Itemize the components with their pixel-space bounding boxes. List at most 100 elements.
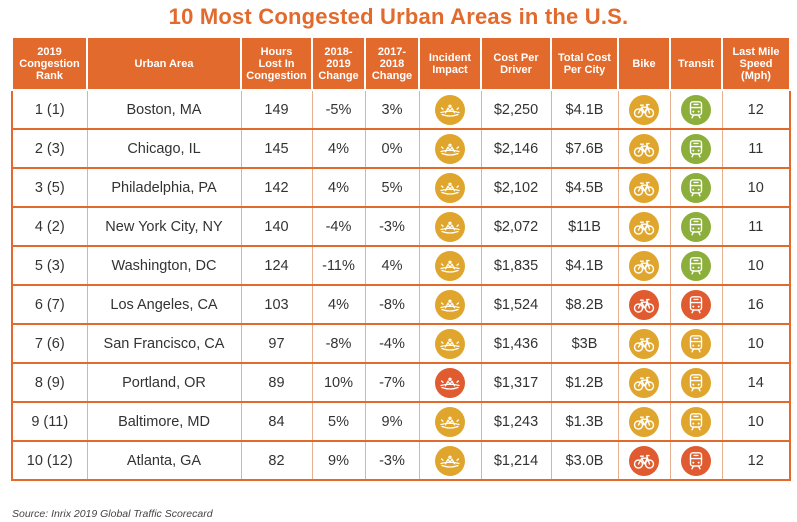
table-row: 10 (12) Atlanta, GA 82 9% -3% $1,214 $3.0B 12 bbox=[11, 440, 791, 481]
c1718-cell: -3% bbox=[364, 206, 420, 247]
transit-icon bbox=[681, 94, 711, 125]
hours-cell: 145 bbox=[240, 128, 313, 169]
total-cell: $3B bbox=[550, 323, 619, 364]
area-cell: San Francisco, CA bbox=[86, 323, 242, 364]
bike-cell bbox=[617, 245, 671, 286]
col-header-cost: Cost Per Driver bbox=[480, 36, 552, 91]
incident-icon bbox=[435, 445, 465, 476]
c1819-cell: 4% bbox=[311, 128, 366, 169]
col-header-change-1819: 2018- 2019 Change bbox=[311, 36, 366, 91]
transit-cell bbox=[669, 206, 723, 247]
cost-cell: $1,317 bbox=[480, 362, 552, 403]
hours-cell: 89 bbox=[240, 362, 313, 403]
area-cell: Atlanta, GA bbox=[86, 440, 242, 481]
total-cell: $4.5B bbox=[550, 167, 619, 208]
incident-icon bbox=[435, 289, 465, 320]
total-cell: $7.6B bbox=[550, 128, 619, 169]
transit-icon bbox=[681, 445, 711, 476]
speed-cell: 16 bbox=[721, 284, 791, 325]
incident-icon bbox=[435, 94, 465, 125]
c1718-cell: 4% bbox=[364, 245, 420, 286]
c1718-cell: -8% bbox=[364, 284, 420, 325]
rank-cell: 10 (12) bbox=[11, 440, 88, 481]
area-cell: Philadelphia, PA bbox=[86, 167, 242, 208]
c1718-cell: 9% bbox=[364, 401, 420, 442]
source-note: Source: Inrix 2019 Global Traffic Scorec… bbox=[12, 508, 213, 520]
bike-cell bbox=[617, 284, 671, 325]
cost-cell: $2,146 bbox=[480, 128, 552, 169]
transit-cell bbox=[669, 167, 723, 208]
col-header-incident: Incident Impact bbox=[418, 36, 482, 91]
cost-cell: $1,214 bbox=[480, 440, 552, 481]
hours-cell: 149 bbox=[240, 89, 313, 130]
hours-cell: 140 bbox=[240, 206, 313, 247]
area-cell: Chicago, IL bbox=[86, 128, 242, 169]
cost-cell: $1,243 bbox=[480, 401, 552, 442]
transit-icon bbox=[681, 250, 711, 281]
transit-icon bbox=[681, 172, 711, 203]
transit-icon bbox=[681, 406, 711, 437]
col-header-area: Urban Area bbox=[86, 36, 242, 91]
hours-cell: 84 bbox=[240, 401, 313, 442]
cost-cell: $1,835 bbox=[480, 245, 552, 286]
incident-cell bbox=[418, 323, 482, 364]
incident-cell bbox=[418, 401, 482, 442]
col-header-rank: 2019 Congestion Rank bbox=[11, 36, 88, 91]
transit-icon bbox=[681, 328, 711, 359]
incident-icon bbox=[435, 250, 465, 281]
transit-cell bbox=[669, 323, 723, 364]
speed-cell: 10 bbox=[721, 323, 791, 364]
rank-cell: 4 (2) bbox=[11, 206, 88, 247]
transit-icon bbox=[681, 211, 711, 242]
cost-cell: $1,524 bbox=[480, 284, 552, 325]
transit-cell bbox=[669, 401, 723, 442]
incident-cell bbox=[418, 440, 482, 481]
chart-title: 10 Most Congested Urban Areas in the U.S… bbox=[168, 4, 629, 29]
c1819-cell: 5% bbox=[311, 401, 366, 442]
total-cell: $4.1B bbox=[550, 89, 619, 130]
total-cell: $3.0B bbox=[550, 440, 619, 481]
incident-icon bbox=[435, 133, 465, 164]
bike-cell bbox=[617, 167, 671, 208]
area-cell: New York City, NY bbox=[86, 206, 242, 247]
transit-cell bbox=[669, 89, 723, 130]
transit-cell bbox=[669, 128, 723, 169]
rank-cell: 7 (6) bbox=[11, 323, 88, 364]
speed-cell: 12 bbox=[721, 89, 791, 130]
speed-cell: 14 bbox=[721, 362, 791, 403]
bike-icon bbox=[629, 367, 659, 398]
col-header-transit: Transit bbox=[669, 36, 723, 91]
c1718-cell: 0% bbox=[364, 128, 420, 169]
area-cell: Baltimore, MD bbox=[86, 401, 242, 442]
col-header-speed: Last Mile Speed (Mph) bbox=[721, 36, 791, 91]
c1819-cell: -4% bbox=[311, 206, 366, 247]
total-cell: $4.1B bbox=[550, 245, 619, 286]
transit-cell bbox=[669, 284, 723, 325]
rank-cell: 1 (1) bbox=[11, 89, 88, 130]
speed-cell: 11 bbox=[721, 206, 791, 247]
transit-cell bbox=[669, 440, 723, 481]
speed-cell: 10 bbox=[721, 245, 791, 286]
bike-icon bbox=[629, 211, 659, 242]
incident-icon bbox=[435, 406, 465, 437]
bike-cell bbox=[617, 89, 671, 130]
hours-cell: 82 bbox=[240, 440, 313, 481]
rank-cell: 8 (9) bbox=[11, 362, 88, 403]
incident-cell bbox=[418, 206, 482, 247]
c1819-cell: 10% bbox=[311, 362, 366, 403]
area-cell: Los Angeles, CA bbox=[86, 284, 242, 325]
incident-cell bbox=[418, 89, 482, 130]
incident-cell bbox=[418, 167, 482, 208]
c1718-cell: 5% bbox=[364, 167, 420, 208]
cost-cell: $2,102 bbox=[480, 167, 552, 208]
bike-icon bbox=[629, 250, 659, 281]
table-row: 9 (11) Baltimore, MD 84 5% 9% $1,243 $1.3B 10 bbox=[11, 401, 791, 442]
incident-cell bbox=[418, 284, 482, 325]
bike-icon bbox=[629, 172, 659, 203]
c1819-cell: 4% bbox=[311, 167, 366, 208]
c1718-cell: -7% bbox=[364, 362, 420, 403]
bike-cell bbox=[617, 440, 671, 481]
total-cell: $11B bbox=[550, 206, 619, 247]
hours-cell: 97 bbox=[240, 323, 313, 364]
bike-icon bbox=[629, 328, 659, 359]
